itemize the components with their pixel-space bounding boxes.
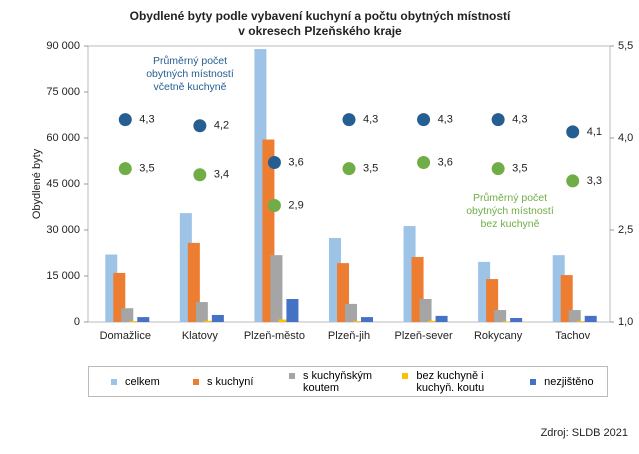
x-tick-label: Domažlice: [100, 330, 151, 342]
dot-label: 4,2: [214, 120, 229, 132]
y-tick-label: 0: [74, 316, 80, 328]
bar: [361, 317, 373, 322]
y2-tick-label: 2,5: [618, 224, 633, 236]
chart-title: Obydlené byty podle vybavení kuchyní a p…: [130, 9, 511, 23]
bar: [278, 319, 291, 322]
dot-label: 3,5: [139, 163, 154, 175]
dot: [566, 174, 580, 188]
dot-label: 2,9: [288, 199, 303, 211]
x-tick-label: Plzeň-město: [244, 330, 305, 342]
annotation: Průměrný počet: [153, 55, 227, 67]
y-tick-label: 30 000: [46, 224, 80, 236]
legend-label: celkem: [125, 375, 160, 388]
bar: [584, 315, 597, 322]
bar: [345, 303, 357, 322]
source-note: Zdroj: SLDB 2021: [541, 427, 628, 439]
dot-label: 4,3: [363, 114, 378, 126]
bar: [510, 318, 523, 322]
bar: [129, 321, 142, 322]
dot: [417, 113, 431, 127]
dot: [193, 119, 207, 133]
bar: [195, 302, 208, 322]
dot: [193, 168, 207, 182]
bar: [494, 310, 507, 322]
annotation: obytných místností: [466, 205, 554, 217]
dot-label: 3,3: [587, 175, 602, 187]
annotation: včetně kuchyně: [154, 81, 227, 93]
x-tick-label: Tachov: [555, 330, 590, 342]
legend-item: nezjištěno: [530, 376, 607, 388]
dot-label: 3,4: [214, 169, 229, 181]
dot-label: 3,6: [438, 156, 453, 168]
dot: [118, 162, 132, 176]
legend-swatch: [111, 378, 117, 385]
legend-swatch: [530, 378, 537, 385]
legend-item: s kuchyní: [193, 376, 267, 388]
annotation: obytných místností: [146, 68, 234, 80]
legend-swatch: [193, 378, 199, 385]
bar: [427, 320, 440, 322]
dot: [491, 113, 505, 127]
dot-label: 4,3: [438, 114, 453, 126]
dot: [342, 113, 356, 127]
y2-tick-label: 4,0: [618, 132, 633, 144]
legend-label: nezjištěno: [544, 375, 594, 388]
dot: [491, 162, 505, 176]
bar: [568, 310, 581, 322]
bar: [137, 317, 150, 322]
y2-tick-label: 1,0: [618, 316, 633, 328]
y-tick-label: 45 000: [46, 178, 80, 190]
y2-tick-label: 5,5: [618, 40, 633, 52]
dot-label: 4,1: [587, 126, 602, 138]
legend-label: s kuchyní: [207, 375, 254, 388]
legend-label: bez kuchyně i kuchyň. koutu: [416, 369, 485, 394]
legend-item: s kuchyňským koutem: [289, 370, 380, 394]
bar: [502, 321, 515, 322]
dot-label: 4,3: [512, 114, 527, 126]
dot: [267, 198, 281, 212]
x-tick-label: Klatovy: [182, 330, 219, 342]
dot: [342, 162, 356, 176]
dot-label: 3,6: [288, 156, 303, 168]
dot: [417, 156, 431, 170]
bar: [121, 308, 134, 322]
annotation: Průměrný počet: [473, 192, 547, 204]
bar: [286, 299, 299, 322]
legend-item: bez kuchyně i kuchyň. koutu: [402, 370, 508, 394]
legend-label: s kuchyňským koutem: [303, 369, 373, 394]
y-tick-label: 60 000: [46, 132, 80, 144]
legend-item: celkem: [111, 376, 171, 388]
legend-swatch: [289, 372, 295, 379]
annotation: bez kuchyně: [481, 218, 540, 230]
legend-swatch: [402, 372, 409, 379]
dot: [267, 156, 281, 170]
dot-label: 4,3: [139, 114, 154, 126]
bar: [203, 320, 216, 322]
y-tick-label: 15 000: [46, 270, 80, 282]
x-tick-label: Plzeň-jih: [328, 330, 370, 342]
legend: celkem s kuchyní s kuchyňským koutem bez ku…: [88, 366, 608, 397]
bar: [419, 299, 432, 322]
y-tick-label: 75 000: [46, 86, 80, 98]
x-tick-label: Rokycany: [474, 330, 523, 342]
x-tick-label: Plzeň-sever: [395, 330, 453, 342]
y-tick-label: 90 000: [46, 40, 80, 52]
dot: [566, 125, 580, 139]
bar: [435, 315, 448, 322]
dot: [118, 113, 132, 127]
bar: [270, 255, 283, 322]
y-axis-label: Obydlené byty: [31, 148, 43, 219]
bar: [576, 321, 589, 322]
dot-label: 3,5: [363, 163, 378, 175]
bar: [353, 321, 365, 322]
dot-label: 3,5: [512, 163, 527, 175]
bar: [211, 314, 224, 322]
chart-title: v okresech Plzeňského kraje: [238, 24, 402, 38]
